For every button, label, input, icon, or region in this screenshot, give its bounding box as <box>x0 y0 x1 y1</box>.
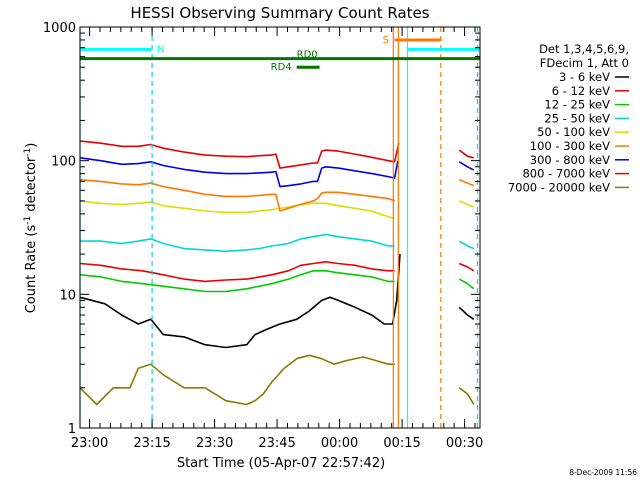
legend-header-line-2: FDecim 1, Att 0 <box>540 56 629 70</box>
y-tick-label: 1 <box>68 422 76 437</box>
legend-label-100-300-kev: 100 - 300 keV <box>530 139 610 153</box>
series-line-800-7000-kev-seg1 <box>79 140 400 169</box>
y-label-end: ) <box>24 143 39 148</box>
series-line-3-6-kev-seg1 <box>79 254 401 349</box>
legend-label-6-12-kev: 6 - 12 keV <box>552 84 610 98</box>
series-line-300-800-kev-seg1 <box>79 157 399 188</box>
series-line-6-12-kev-seg2 <box>458 262 475 272</box>
flag-label-rd4: RD4 <box>271 62 292 73</box>
series-line-12-25-kev-seg1 <box>79 269 395 293</box>
x-axis-label: Start Time (05-Apr-07 22:57:42) <box>177 456 385 471</box>
series-line-50-100-kev-seg1 <box>79 200 395 220</box>
x-tick-label: 00:00 <box>321 436 358 451</box>
series-line-50-100-kev-seg2 <box>458 200 475 208</box>
x-tick-label: 23:30 <box>196 436 233 451</box>
series-line-12-25-kev-seg2 <box>458 278 475 290</box>
y-tick-label: 1000 <box>43 21 76 36</box>
x-tick-label: 00:30 <box>446 436 483 451</box>
y-tick-label: 10 <box>59 288 76 303</box>
flag-label-n: N <box>157 44 164 55</box>
series-line-300-800-kev-seg2 <box>458 161 475 171</box>
chart-title: HESSI Observing Summary Count Rates <box>130 4 429 22</box>
series-line-3-6-kev-seg2 <box>458 306 475 320</box>
legend-label-7000-20000-kev: 7000 - 20000 keV <box>508 180 610 194</box>
series-line-7000-20000-kev-seg1 <box>79 354 395 406</box>
x-tick-label: 00:15 <box>383 436 420 451</box>
series-layer <box>79 140 475 406</box>
y-label-sup2: -1 <box>23 148 33 157</box>
legend-label-25-50-kev: 25 - 50 keV <box>544 111 610 125</box>
legend-label-50-100-kev: 50 - 100 keV <box>537 125 610 139</box>
footer-date: 8-Dec-2009 11:56 <box>569 468 637 477</box>
y-label-base: Count Rate (s <box>24 225 39 314</box>
y-label-mid: detector <box>24 156 39 216</box>
y-axis-label: Count Rate (s-1 detector-1) <box>23 143 39 314</box>
flag-label-rd0: RD0 <box>297 50 318 61</box>
legend-label-800-7000-kev: 800 - 7000 keV <box>522 167 610 181</box>
series-line-100-300-kev-seg2 <box>458 178 475 187</box>
plot-frame <box>79 26 481 429</box>
series-line-7000-20000-kev-seg2 <box>458 387 475 405</box>
series-line-25-50-kev-seg2 <box>458 240 475 250</box>
legend-label-300-800-kev: 300 - 800 keV <box>530 153 610 167</box>
series-line-25-50-kev-seg1 <box>80 233 395 253</box>
flag-label-s: S <box>383 35 389 46</box>
x-tick-label: 23:00 <box>71 436 108 451</box>
x-axis: 23:00 23:15 23:30 23:45 00:00 00:15 00:30 <box>71 27 483 451</box>
series-line-800-7000-kev-seg2 <box>458 149 474 159</box>
series-line-100-300-kev-seg1 <box>79 178 395 212</box>
flag-layer: N RD0 RD4 S <box>80 35 480 73</box>
legend-label-3-6-kev: 3 - 6 keV <box>559 70 610 84</box>
y-axis: 1 10 100 1000 <box>43 21 480 437</box>
y-tick-label: 100 <box>51 155 76 170</box>
x-tick-label: 23:15 <box>133 436 170 451</box>
legend-label-12-25-kev: 12 - 25 keV <box>544 98 610 112</box>
series-line-6-12-kev-seg1 <box>79 260 395 283</box>
y-label-sup1: -1 <box>23 216 33 225</box>
legend-header-line-1: Det 1,3,4,5,6,9, <box>539 42 629 56</box>
x-tick-label: 23:45 <box>258 436 295 451</box>
